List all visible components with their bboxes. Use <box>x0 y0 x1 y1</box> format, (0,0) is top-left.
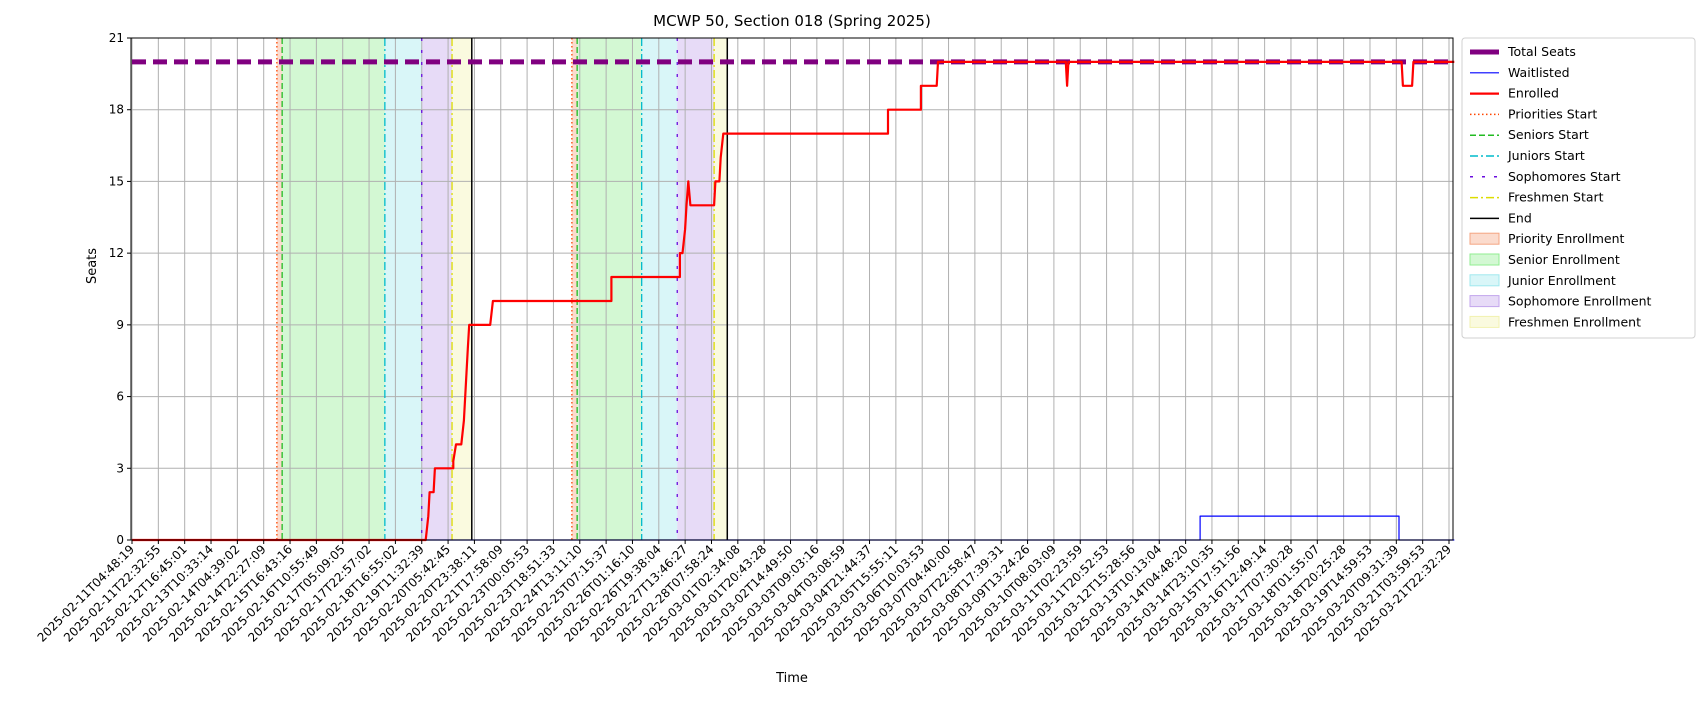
shaded-region <box>577 38 642 540</box>
y-tick-label: 6 <box>116 390 124 404</box>
shaded-region <box>571 38 578 540</box>
legend-label: Freshmen Start <box>1508 190 1604 205</box>
series-line <box>132 60 1455 542</box>
shaded-regions <box>276 38 728 540</box>
x-axis-label: Time <box>775 671 808 686</box>
grid <box>131 37 1453 541</box>
plot-frame <box>130 37 1454 541</box>
shaded-region <box>384 38 422 540</box>
legend: Total Seats Waitlisted Enrolled Priorities … <box>1461 37 1696 339</box>
shaded-region <box>641 38 678 540</box>
legend-label: Junior Enrollment <box>1507 273 1616 288</box>
y-tick-label: 21 <box>109 31 124 45</box>
legend-label: End <box>1508 210 1532 225</box>
legend-label: Seniors Start <box>1508 127 1589 142</box>
shaded-region <box>421 38 453 540</box>
chart-title: MCWP 50, Section 018 (Spring 2025) <box>653 12 931 30</box>
y-tick-label: 12 <box>109 246 124 260</box>
shaded-region <box>282 38 385 540</box>
legend-swatch <box>1469 253 1500 266</box>
y-tick-label: 18 <box>109 103 124 117</box>
y-axis: 0 3 6 9 12 15 18 21 <box>109 31 131 547</box>
y-tick-label: 0 <box>116 533 124 547</box>
legend-swatch <box>1469 232 1500 245</box>
legend-label: Sophomores Start <box>1508 169 1621 184</box>
legend-label: Priorities Start <box>1508 106 1597 121</box>
legend-label: Priority Enrollment <box>1508 231 1625 246</box>
shaded-region <box>677 38 715 540</box>
shaded-region <box>714 38 728 540</box>
legend-label: Enrolled <box>1508 86 1559 101</box>
y-tick-label: 9 <box>116 318 124 332</box>
legend-label: Juniors Start <box>1507 148 1585 163</box>
legend-label: Freshmen Enrollment <box>1508 314 1641 329</box>
x-axis: 2025-02-11T04:48:192025-02-11T22:32:5520… <box>35 540 1454 645</box>
legend-swatch <box>1469 295 1500 308</box>
shaded-region <box>452 38 472 540</box>
period-lines <box>276 38 729 540</box>
legend-swatch <box>1469 315 1500 328</box>
y-tick-label: 15 <box>109 174 124 188</box>
legend-box <box>1461 37 1696 339</box>
legend-swatch <box>1469 274 1500 287</box>
legend-label: Waitlisted <box>1508 65 1570 80</box>
y-axis-label: Seats <box>85 248 100 284</box>
legend-label: Total Seats <box>1507 44 1576 59</box>
y-tick-label: 3 <box>116 461 124 475</box>
legend-label: Sophomore Enrollment <box>1508 294 1652 309</box>
legend-label: Senior Enrollment <box>1508 252 1620 267</box>
shaded-region <box>276 38 283 540</box>
